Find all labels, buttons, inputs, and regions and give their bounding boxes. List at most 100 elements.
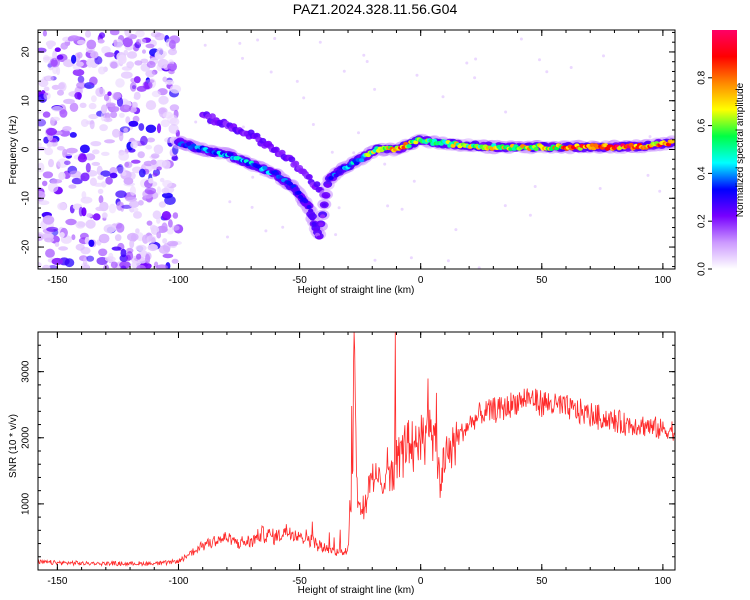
spectrogram-noise-blob [473,76,477,80]
spectrogram-noise-blob [162,76,168,83]
spectrogram-noise-blob [311,123,315,126]
spectrogram-noise-blob [113,39,118,47]
spectrogram-noise-blob [81,191,87,199]
spectrogram-noise-blob [118,151,130,161]
y-tick-label: 20 [21,46,32,58]
spectrogram-heatmap [38,30,675,269]
spectrogram-ridge-blob [328,175,334,180]
spectrogram-ridge-blob [305,174,313,180]
spectrogram-ridge-blob [311,221,317,226]
spectrogram-noise-blob [136,232,144,242]
spectrogram-noise-blob [98,32,106,39]
spectrogram-noise-blob [135,228,140,234]
spectrogram-noise-blob [148,177,154,184]
spectrogram-noise-blob [281,225,285,229]
spectrogram-noise-blob [92,149,100,155]
spectrogram-noise-blob [56,54,64,60]
spectrogram-noise-blob [69,102,79,113]
spectrogram-noise-blob [92,213,101,221]
spectrogram-noise-blob [169,117,180,126]
spectrogram-noise-blob [50,179,63,184]
spectrogram-noise-blob [86,255,95,262]
spectrogram-noise-blob [57,158,69,168]
spectrogram-noise-blob [99,124,108,132]
spectrogram-noise-blob [85,219,96,229]
y-tick-label: 1000 [21,492,32,515]
spectrogram-noise-blob [130,141,138,149]
spectrogram-noise-blob [135,30,145,38]
spectrogram-noise-blob [101,151,110,156]
spectrogram-ridge-blob [320,214,326,219]
spectrogram-ridge-blob [313,181,321,188]
spectrogram-noise-blob [598,187,602,190]
spectrogram-noise-blob [138,38,147,45]
spectrogram-noise-blob [157,58,169,69]
spectrogram-noise-blob [504,110,508,114]
spectrogram-noise-blob [107,91,112,96]
spectrogram-noise-blob [145,43,155,49]
spectrogram-noise-blob [168,123,179,134]
spectrogram-noise-blob [104,52,115,58]
spectrogram-noise-blob [77,39,86,45]
spectrogram-noise-blob [133,91,141,100]
snr-series [38,332,675,567]
spectrogram-noise-blob [658,189,662,193]
y-tick-label: 0 [21,146,32,152]
colorbar-scale [712,30,737,269]
spectrogram-noise-blob [49,57,60,68]
spectrogram-noise-blob [131,159,141,164]
spectrogram-noise-blob [123,127,129,133]
y-tick-label: -20 [21,239,32,254]
spectrogram-noise-blob [169,84,182,94]
spectrogram-x-axis-label: Height of straight line (km) [298,285,415,296]
y-tick-label: -10 [21,191,32,206]
spectrogram-noise-blob [150,159,157,165]
x-tick-label: 0 [418,576,424,587]
spectrogram-ridge-blob [306,205,312,209]
spectrogram-noise-blob [60,42,68,50]
spectrogram-noise-blob [136,253,142,260]
spectrogram-noise-blob [357,131,360,135]
spectrogram-noise-blob [156,186,161,195]
spectrogram-noise-blob [126,51,138,59]
spectrogram-noise-blob [121,204,132,209]
spectrogram-noise-blob [114,234,122,242]
x-tick-label: 0 [418,275,424,286]
spectrogram-noise-blob [110,61,118,69]
x-tick-label: 50 [536,275,548,286]
colorbar-ticks: 0.0 0.2 0.4 0.6 0.8 [697,70,712,276]
spectrogram-noise-blob [103,224,116,234]
spectrogram-noise-blob [45,248,55,258]
spectrogram-noise-blob [42,264,51,269]
spectrogram-ridge-blob [288,156,296,163]
spectrogram-noise-blob [161,187,170,194]
spectrogram-noise-blob [38,200,50,206]
x-tick-label: 50 [536,576,548,587]
spectrogram-noise-blob [109,30,120,36]
spectrogram-noise-blob [97,175,105,180]
spectrogram-noise-blob [71,234,76,241]
spectrogram-noise-blob [80,246,91,255]
spectrogram-noise-blob [145,253,151,264]
spectrogram-ridge-blob [208,113,216,120]
spectrogram-ridge-blob [336,170,343,175]
spectrogram-noise-blob [52,50,58,61]
spectrogram-noise-blob [98,195,104,204]
spectrogram-noise-blob [75,221,86,229]
spectrogram-noise-blob [133,211,142,219]
spectrogram-noise-blob [89,76,98,86]
spectrogram-noise-blob [171,258,179,264]
spectrogram-noise-blob [76,61,84,67]
spectrogram-noise-blob [100,170,111,177]
spectrogram-noise-blob [125,254,131,262]
spectrogram-y-axis-label: Frequency (Hz) [8,116,19,185]
spectrogram-ridge-blob [323,194,329,199]
spectrogram-noise-blob [117,54,127,65]
spectrogram-noise-blob [100,104,108,114]
spectrogram-noise-blob [103,93,110,102]
spectrogram-noise-blob [295,79,299,83]
spectrogram-noise-blob [101,46,111,54]
snr-y-axis-label: SNR (10 * v/v) [8,414,19,478]
spectrogram-noise-blob [503,204,507,208]
spectrogram-noise-blob [57,202,67,211]
